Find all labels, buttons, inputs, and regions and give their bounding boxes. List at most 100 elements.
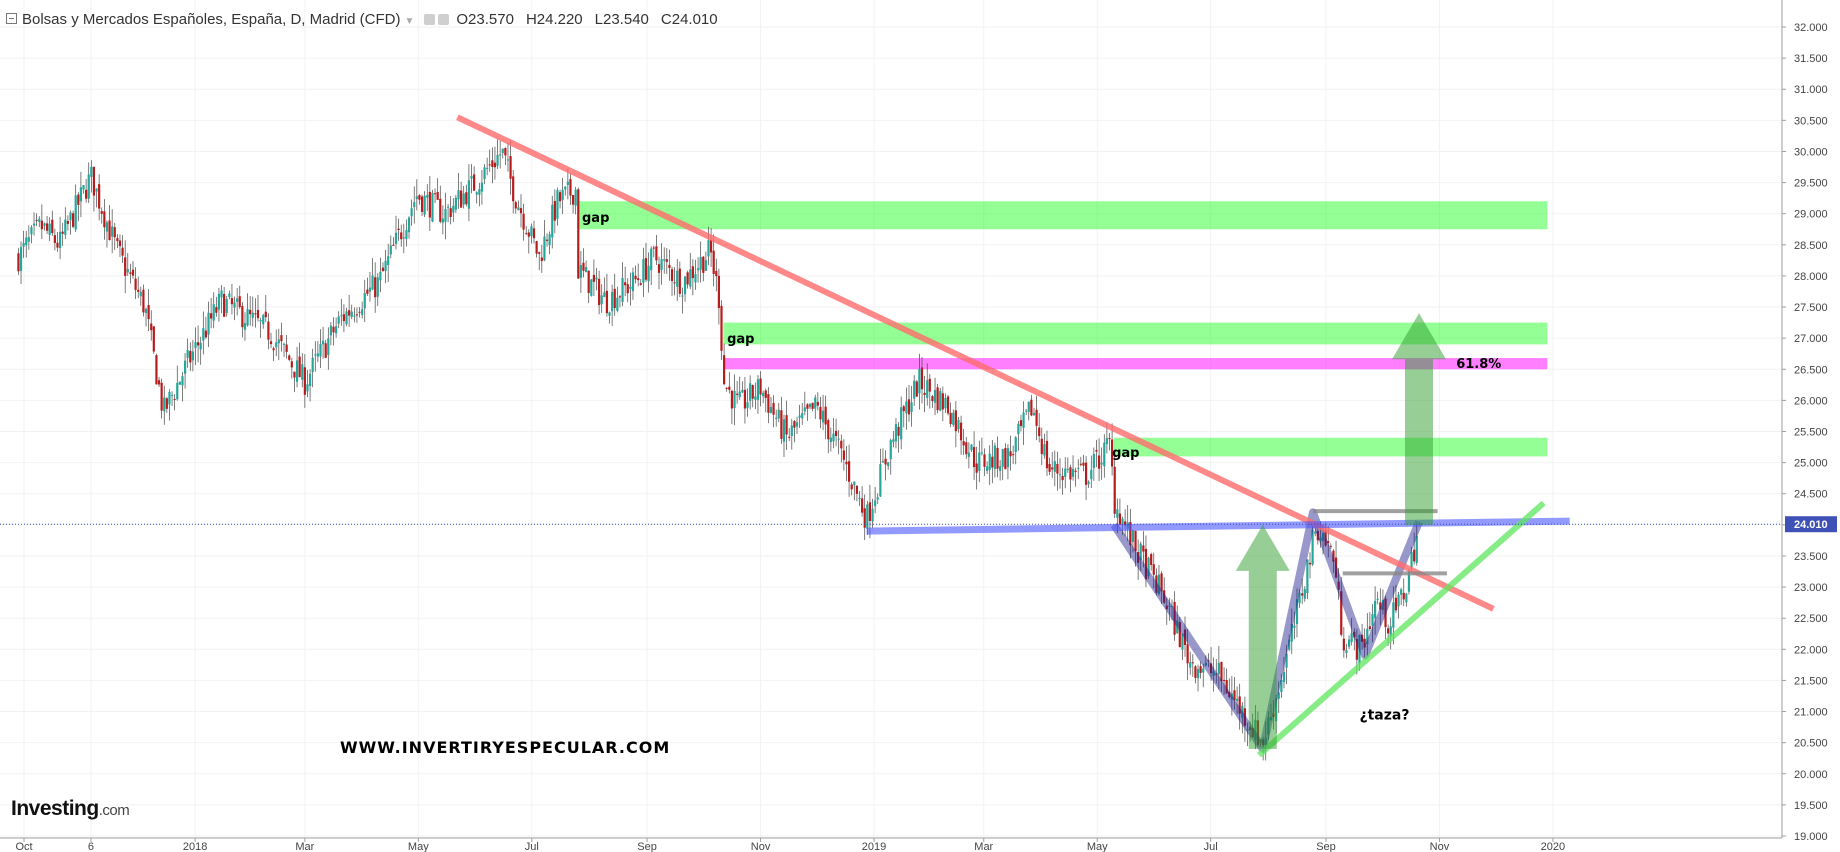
candle-down bbox=[592, 274, 596, 282]
annotation-label: gap bbox=[727, 332, 754, 347]
candle-up bbox=[548, 234, 551, 246]
candle-up bbox=[1314, 531, 1317, 534]
candle-down bbox=[668, 264, 671, 269]
candle-up bbox=[233, 302, 236, 308]
candle-up bbox=[874, 500, 877, 507]
candle-down bbox=[1327, 541, 1330, 544]
x-tick-label: 2020 bbox=[1541, 841, 1565, 852]
candle-down bbox=[702, 256, 705, 273]
candle-up bbox=[454, 197, 457, 210]
candle-down bbox=[915, 381, 918, 397]
candle-down bbox=[493, 162, 497, 168]
candle-down bbox=[806, 404, 809, 409]
candle-down bbox=[759, 378, 762, 395]
candle-up bbox=[431, 193, 434, 222]
candle-down bbox=[723, 355, 726, 385]
candle-down bbox=[142, 289, 145, 313]
candle-down bbox=[1040, 438, 1043, 455]
candle-up bbox=[871, 508, 874, 522]
candle-down bbox=[433, 193, 437, 195]
candle-down bbox=[715, 270, 718, 277]
collapse-icon[interactable] bbox=[6, 13, 17, 24]
annotation-label: gap bbox=[1112, 446, 1139, 461]
candle-up bbox=[1358, 634, 1361, 664]
candle-up bbox=[220, 290, 223, 298]
candle-up bbox=[183, 360, 187, 374]
candle-up bbox=[939, 390, 942, 411]
candle-up bbox=[566, 181, 569, 185]
candle-down bbox=[1308, 562, 1312, 565]
candle-up bbox=[444, 208, 447, 222]
candle-up bbox=[43, 223, 46, 226]
x-tick-label: Mar bbox=[974, 841, 993, 852]
y-tick-label: 21.500 bbox=[1794, 675, 1828, 687]
candle-down bbox=[558, 192, 562, 202]
symbol-title[interactable]: Bolsas y Mercados Españoles, España, D, … bbox=[22, 11, 401, 28]
candle-down bbox=[196, 342, 200, 346]
candle-up bbox=[980, 452, 983, 454]
x-tick-label: Mar bbox=[295, 841, 314, 852]
candle-down bbox=[884, 458, 887, 465]
candle-down bbox=[204, 330, 208, 338]
candle-down bbox=[1402, 592, 1405, 600]
candle-down bbox=[1178, 622, 1181, 648]
eye-icon[interactable] bbox=[424, 14, 436, 25]
zones bbox=[578, 201, 1548, 457]
candle-up bbox=[1071, 468, 1075, 477]
candle-down bbox=[1048, 463, 1051, 472]
candle-down bbox=[147, 305, 150, 320]
candle-up bbox=[217, 293, 221, 310]
candle-down bbox=[728, 386, 731, 390]
x-tick-label: May bbox=[408, 841, 429, 852]
y-tick-label: 25.500 bbox=[1794, 427, 1828, 439]
candle-up bbox=[496, 154, 499, 166]
candle-down bbox=[491, 160, 494, 167]
candle-up bbox=[1389, 626, 1392, 637]
candle-up bbox=[413, 202, 416, 208]
candle-up bbox=[327, 338, 330, 355]
x-tick-label: 2018 bbox=[183, 841, 207, 852]
y-tick-label: 29.500 bbox=[1794, 178, 1828, 190]
candle-up bbox=[415, 196, 418, 200]
candle-up bbox=[1006, 448, 1010, 468]
candle-down bbox=[847, 461, 851, 482]
candle-down bbox=[522, 213, 525, 230]
candle-up bbox=[1092, 453, 1095, 469]
candle-down bbox=[303, 367, 306, 395]
candle-down bbox=[1163, 590, 1166, 603]
candle-down bbox=[56, 242, 59, 248]
candle-down bbox=[637, 278, 640, 281]
candle-down bbox=[1238, 696, 1241, 714]
candle-up bbox=[191, 351, 194, 361]
watermark: WWW.INVERTIRYESPECULAR.COM bbox=[340, 738, 671, 757]
candle-down bbox=[553, 200, 556, 221]
y-tick-label: 21.000 bbox=[1794, 707, 1828, 719]
candle-down bbox=[1137, 551, 1140, 563]
candle-up bbox=[696, 268, 700, 271]
candle-down bbox=[155, 355, 158, 385]
candle-up bbox=[207, 312, 210, 335]
candle-up bbox=[952, 412, 955, 425]
candle-down bbox=[420, 196, 424, 212]
candle-down bbox=[751, 385, 754, 399]
settings-icon[interactable] bbox=[438, 14, 450, 25]
investing-logo[interactable]: Investing.com bbox=[11, 797, 130, 821]
candle-down bbox=[1118, 513, 1122, 525]
candle-up bbox=[1376, 598, 1379, 600]
candle-up bbox=[590, 279, 593, 296]
candle-up bbox=[837, 438, 840, 440]
open-value: O23.570 bbox=[456, 11, 514, 28]
x-tick-label: Jul bbox=[525, 841, 539, 852]
candle-down bbox=[488, 164, 491, 166]
candle-down bbox=[512, 176, 515, 202]
y-tick-label: 26.000 bbox=[1794, 395, 1828, 407]
y-tick-label: 30.000 bbox=[1794, 146, 1828, 158]
candle-up bbox=[64, 219, 67, 235]
x-tick-label: Nov bbox=[1430, 841, 1450, 852]
candle-down bbox=[223, 293, 226, 317]
candle-up bbox=[1202, 668, 1205, 673]
chevron-down-icon[interactable]: ▼ bbox=[404, 16, 415, 27]
candle-down bbox=[657, 264, 661, 273]
candle-up bbox=[139, 291, 142, 297]
